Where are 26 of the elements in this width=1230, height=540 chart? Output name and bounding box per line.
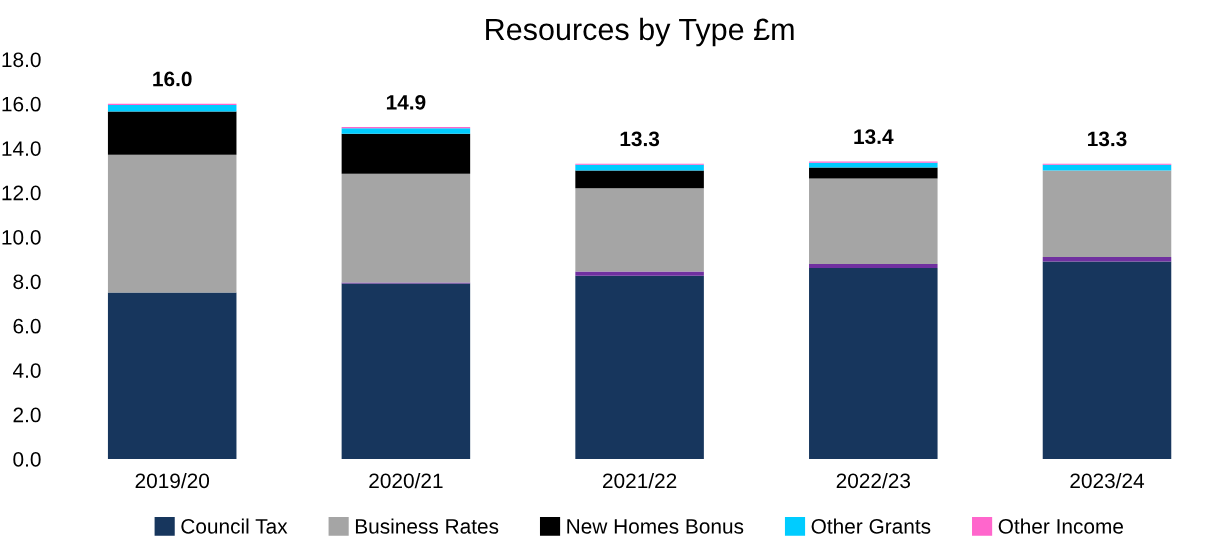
legend-label: Other Income [998,518,1123,534]
y-tick-label: 18.0 [2,52,41,68]
y-tick-label: 2.0 [13,407,41,423]
x-tick-label: 2023/24 [1070,472,1145,489]
x-tick-label: 2019/20 [135,472,210,489]
y-tick-label: 6.0 [13,318,41,334]
y-tick-label: 14.0 [2,141,41,156]
y-tick-label: 10.0 [2,230,41,245]
y-tick-label: 8.0 [13,274,41,290]
legend-label: Other Grants [811,518,931,534]
y-tick-label: 0.0 [13,452,41,467]
x-tick-label: 2020/21 [369,472,443,489]
x-tick-label: 2021/22 [603,472,677,489]
legend-label: New Homes Bonus [567,519,744,534]
total-label: 16.0 [153,71,192,87]
y-tick-label: 4.0 [12,363,41,378]
x-tick-label: 2022/23 [836,472,911,489]
total-label: 14.9 [386,94,426,110]
total-label: 13.4 [854,129,894,145]
chart-title: Resources by Type £m [486,17,794,47]
legend-label: Business Rates [355,518,499,534]
total-label: 13.3 [620,131,660,147]
y-tick-label: 16.0 [2,96,41,112]
legend-label: Council Tax [181,518,288,534]
y-tick-label: 12.0 [2,185,41,201]
total-label: 13.3 [1088,131,1127,147]
